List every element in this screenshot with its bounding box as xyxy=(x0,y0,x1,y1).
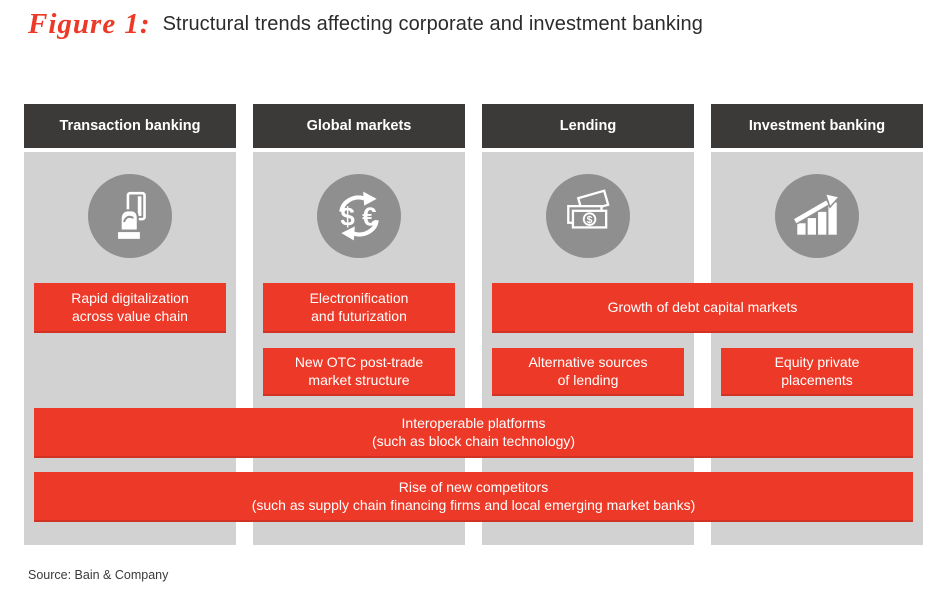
trend-box-line: Interoperable platforms xyxy=(401,414,546,431)
column-header-lending: Lending xyxy=(482,104,694,148)
investment-banking-icon-circle xyxy=(775,174,859,258)
trend-box-line: (such as supply chain financing firms an… xyxy=(251,497,696,513)
svg-text:€: € xyxy=(362,201,376,231)
credit-card-hand-icon xyxy=(118,191,146,239)
trend-box-equity-placements: Equity private placements xyxy=(721,348,913,396)
trend-box-line: Rapid digitalization xyxy=(71,289,189,306)
currency-exchange-icon: $ € xyxy=(339,191,379,241)
trend-box-line: of lending xyxy=(557,372,619,388)
trend-box-otc-post-trade: New OTC post-trade market structure xyxy=(263,348,455,396)
trend-box-line: Electronification xyxy=(309,289,409,306)
column-header-transaction-banking: Transaction banking xyxy=(24,104,236,148)
source-note: Source: Bain & Company xyxy=(28,568,169,582)
svg-text:$: $ xyxy=(587,215,593,226)
trend-box-line: and futurization xyxy=(311,308,407,324)
column-header-investment-banking: Investment banking xyxy=(711,104,923,148)
trend-box-alternative-lending: Alternative sources of lending xyxy=(492,348,684,396)
trend-box-line: Equity private xyxy=(774,353,860,370)
trend-box-line: New OTC post-trade xyxy=(294,353,424,370)
trend-box-line: market structure xyxy=(308,372,410,388)
trend-box-new-competitors: Rise of new competitors (such as supply … xyxy=(34,472,913,522)
trend-box-debt-capital-markets: Growth of debt capital markets xyxy=(492,283,913,333)
trend-box-line: Rise of new competitors xyxy=(398,478,549,495)
global-markets-icon-circle: $ € xyxy=(317,174,401,258)
figure-heading: Figure 1: Structural trends affecting co… xyxy=(28,8,703,41)
trend-box-interoperable-platforms: Interoperable platforms (such as block c… xyxy=(34,408,913,458)
column-header-global-markets: Global markets xyxy=(253,104,465,148)
trend-box-line: Growth of debt capital markets xyxy=(607,298,798,315)
trend-box-line: across value chain xyxy=(72,308,188,324)
trend-box-electronification: Electronification and futurization xyxy=(263,283,455,333)
figure-number-label: Figure 1: xyxy=(28,8,151,40)
lending-icon-circle: $ xyxy=(546,174,630,258)
trend-box-line: placements xyxy=(781,372,853,388)
trend-box-line: (such as block chain technology) xyxy=(371,433,576,449)
growth-chart-icon xyxy=(793,192,841,235)
svg-text:$: $ xyxy=(340,201,355,231)
banknotes-icon: $ xyxy=(567,189,610,229)
transaction-banking-icon-circle xyxy=(88,174,172,258)
trend-box-rapid-digitalization: Rapid digitalization across value chain xyxy=(34,283,226,333)
figure-title: Structural trends affecting corporate an… xyxy=(162,13,703,35)
trend-box-line: Alternative sources xyxy=(528,353,648,370)
